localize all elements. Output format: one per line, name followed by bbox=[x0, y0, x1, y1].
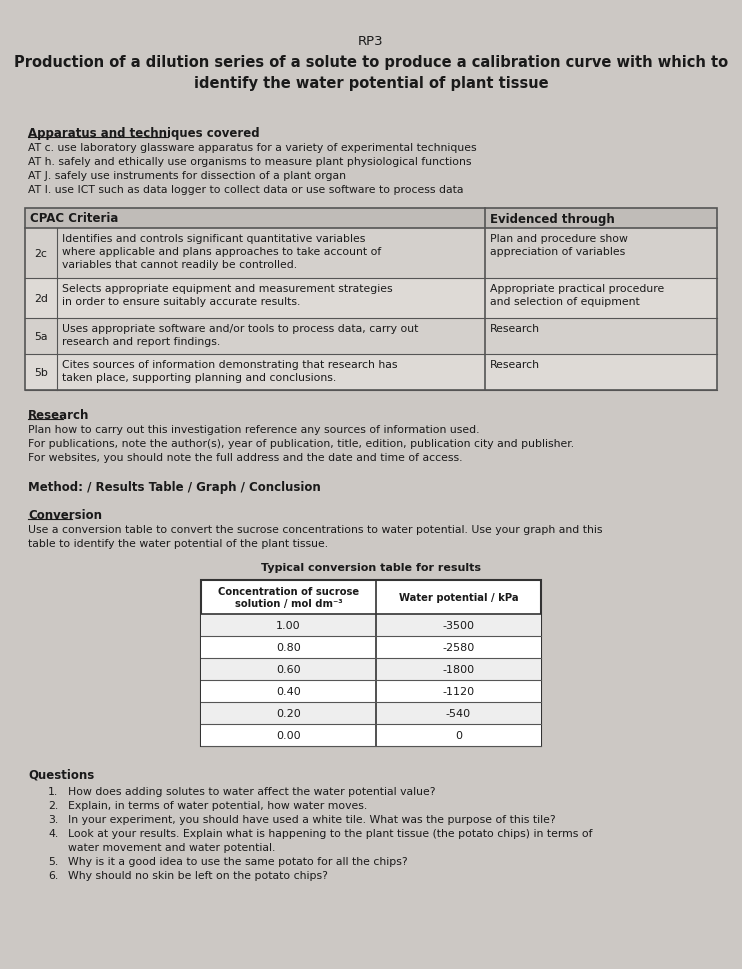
Text: 2d: 2d bbox=[34, 294, 48, 303]
Text: 2.: 2. bbox=[48, 800, 59, 810]
Text: Identifies and controls significant quantitative variables
where applicable and : Identifies and controls significant quan… bbox=[62, 234, 381, 270]
Text: 0: 0 bbox=[455, 731, 462, 740]
Bar bbox=[25, 208, 717, 229]
Text: Apparatus and techniques covered: Apparatus and techniques covered bbox=[28, 127, 260, 140]
Text: Concentration of sucrose
solution / mol dm⁻³: Concentration of sucrose solution / mol … bbox=[218, 586, 359, 609]
Bar bbox=[25, 208, 717, 391]
Text: For publications, note the author(s), year of publication, title, edition, publi: For publications, note the author(s), ye… bbox=[28, 439, 574, 449]
Text: -1800: -1800 bbox=[442, 665, 475, 674]
Text: Research: Research bbox=[28, 409, 89, 422]
Text: Conversion: Conversion bbox=[28, 509, 102, 521]
Text: -540: -540 bbox=[446, 708, 471, 718]
Text: 0.80: 0.80 bbox=[276, 642, 301, 652]
Text: Uses appropriate software and/or tools to process data, carry out
research and r: Uses appropriate software and/or tools t… bbox=[62, 324, 418, 347]
Text: Cites sources of information demonstrating that research has
taken place, suppor: Cites sources of information demonstrati… bbox=[62, 359, 398, 383]
Bar bbox=[201, 614, 541, 637]
Text: 0.60: 0.60 bbox=[276, 665, 301, 674]
Bar bbox=[201, 724, 541, 746]
Text: Why should no skin be left on the potato chips?: Why should no skin be left on the potato… bbox=[68, 870, 328, 880]
Text: 4.: 4. bbox=[48, 828, 59, 838]
Text: Typical conversion table for results: Typical conversion table for results bbox=[261, 562, 481, 573]
Bar bbox=[25, 229, 717, 279]
Text: AT I. use ICT such as data logger to collect data or use software to process dat: AT I. use ICT such as data logger to col… bbox=[28, 185, 464, 195]
Bar bbox=[25, 319, 717, 355]
Text: 0.40: 0.40 bbox=[276, 686, 301, 697]
Bar bbox=[201, 703, 541, 724]
Text: table to identify the water potential of the plant tissue.: table to identify the water potential of… bbox=[28, 539, 328, 548]
Text: Research: Research bbox=[490, 324, 540, 333]
Text: 5b: 5b bbox=[34, 367, 48, 378]
Bar bbox=[201, 580, 541, 746]
Text: AT c. use laboratory glassware apparatus for a variety of experimental technique: AT c. use laboratory glassware apparatus… bbox=[28, 142, 476, 153]
Text: 1.00: 1.00 bbox=[276, 620, 301, 631]
Text: RP3: RP3 bbox=[358, 35, 384, 47]
Text: Plan how to carry out this investigation reference any sources of information us: Plan how to carry out this investigation… bbox=[28, 424, 479, 434]
Bar bbox=[25, 355, 717, 391]
Text: Look at your results. Explain what is happening to the plant tissue (the potato : Look at your results. Explain what is ha… bbox=[68, 828, 593, 838]
Text: AT h. safely and ethically use organisms to measure plant physiological function: AT h. safely and ethically use organisms… bbox=[28, 157, 471, 167]
Text: Evidenced through: Evidenced through bbox=[490, 212, 615, 225]
Text: Why is it a good idea to use the same potato for all the chips?: Why is it a good idea to use the same po… bbox=[68, 857, 407, 866]
Text: 0.20: 0.20 bbox=[276, 708, 301, 718]
Text: Water potential / kPa: Water potential / kPa bbox=[398, 592, 519, 603]
Text: 0.00: 0.00 bbox=[276, 731, 301, 740]
Bar bbox=[201, 658, 541, 680]
Text: 5a: 5a bbox=[34, 331, 47, 342]
Bar bbox=[201, 680, 541, 703]
Text: Method: / Results Table / Graph / Conclusion: Method: / Results Table / Graph / Conclu… bbox=[28, 481, 321, 493]
Text: 1.: 1. bbox=[48, 786, 59, 797]
Text: -3500: -3500 bbox=[442, 620, 474, 631]
Text: 6.: 6. bbox=[48, 870, 59, 880]
Text: How does adding solutes to water affect the water potential value?: How does adding solutes to water affect … bbox=[68, 786, 436, 797]
Text: -1120: -1120 bbox=[442, 686, 475, 697]
Text: 3.: 3. bbox=[48, 814, 59, 825]
Text: Explain, in terms of water potential, how water moves.: Explain, in terms of water potential, ho… bbox=[68, 800, 367, 810]
Text: Research: Research bbox=[490, 359, 540, 369]
Text: AT J. safely use instruments for dissection of a plant organ: AT J. safely use instruments for dissect… bbox=[28, 171, 346, 181]
Text: 2c: 2c bbox=[35, 249, 47, 259]
Text: 5.: 5. bbox=[48, 857, 59, 866]
Text: Plan and procedure show
appreciation of variables: Plan and procedure show appreciation of … bbox=[490, 234, 628, 257]
Text: Production of a dilution series of a solute to produce a calibration curve with : Production of a dilution series of a sol… bbox=[14, 55, 728, 91]
Text: -2580: -2580 bbox=[442, 642, 475, 652]
Text: Selects appropriate equipment and measurement strategies
in order to ensure suit: Selects appropriate equipment and measur… bbox=[62, 284, 393, 307]
Text: For websites, you should note the full address and the date and time of access.: For websites, you should note the full a… bbox=[28, 453, 462, 462]
Text: CPAC Criteria: CPAC Criteria bbox=[30, 212, 119, 225]
Text: In your experiment, you should have used a white tile. What was the purpose of t: In your experiment, you should have used… bbox=[68, 814, 556, 825]
Text: Appropriate practical procedure
and selection of equipment: Appropriate practical procedure and sele… bbox=[490, 284, 664, 307]
Text: Use a conversion table to convert the sucrose concentrations to water potential.: Use a conversion table to convert the su… bbox=[28, 524, 603, 535]
Text: water movement and water potential.: water movement and water potential. bbox=[68, 842, 275, 852]
Bar bbox=[201, 637, 541, 658]
Bar bbox=[25, 279, 717, 319]
Text: Questions: Questions bbox=[28, 768, 94, 781]
